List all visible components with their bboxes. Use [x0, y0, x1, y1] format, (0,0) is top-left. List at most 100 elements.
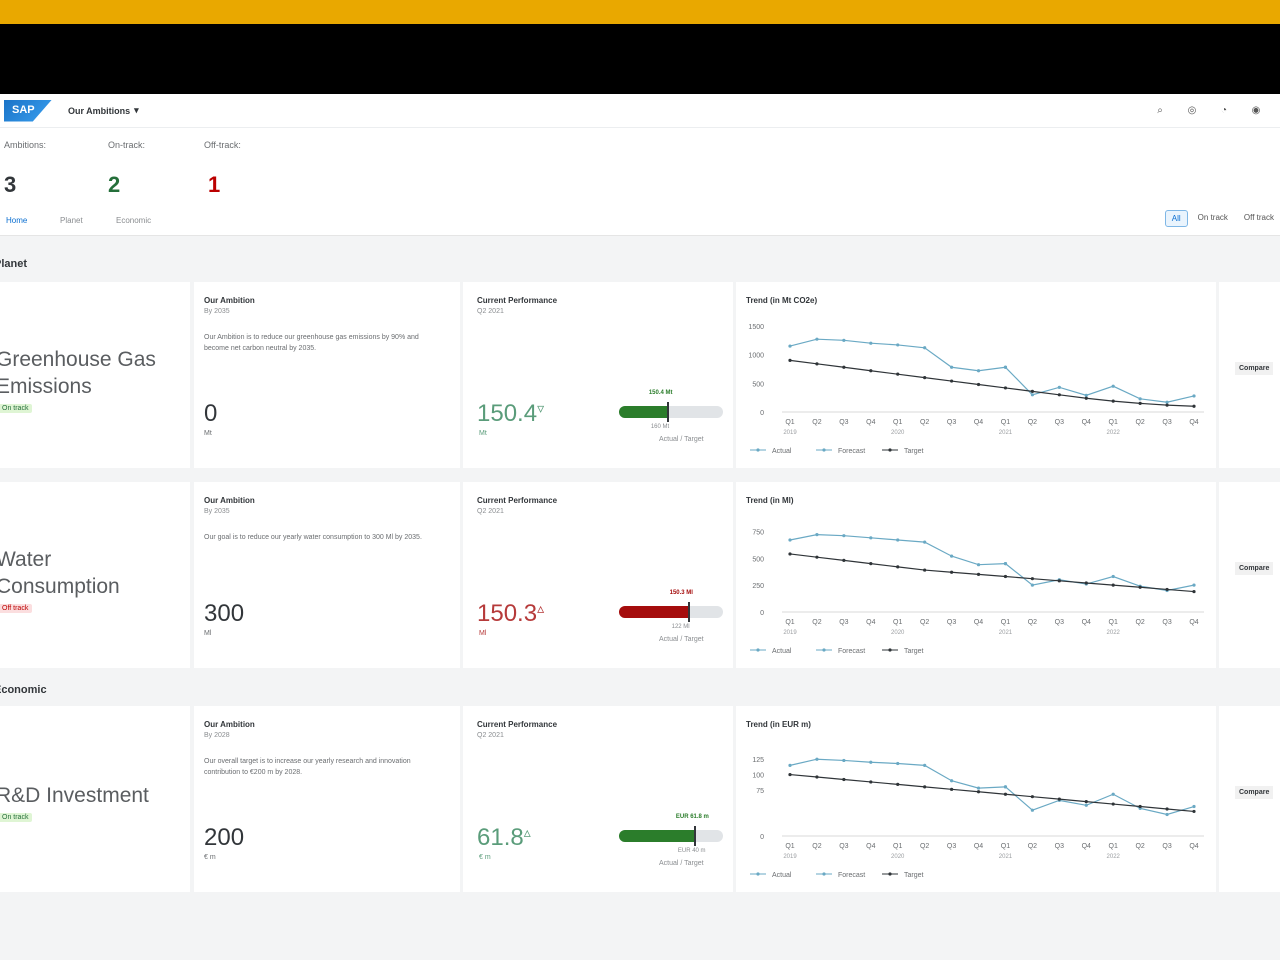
- data-point-target: [1111, 583, 1115, 587]
- data-point-target: [976, 382, 981, 387]
- ambition-value: 0: [204, 400, 218, 427]
- performance-value-block: 150.3▵: [477, 600, 544, 628]
- performance-card: Current Performance Q2 2021 61.8▵ € m EU…: [463, 706, 733, 892]
- data-point-target: [923, 785, 927, 789]
- ambition-name: Water: [0, 548, 52, 571]
- kpi-label: Off-track:: [204, 140, 241, 150]
- performance-period: Q2 2021: [477, 508, 504, 515]
- y-tick-label: 500: [752, 381, 764, 388]
- tab-economic[interactable]: Economic: [116, 216, 152, 225]
- x-tick-label: Q2: [1135, 419, 1144, 426]
- bullet-legend: Actual / Target: [659, 860, 704, 867]
- bell-icon[interactable]: ◔: [1220, 105, 1228, 116]
- performance-unit: Mt: [479, 430, 487, 437]
- data-point-actual: [976, 563, 981, 567]
- data-point-forecast: [1084, 393, 1088, 397]
- x-tick-label: Q4: [1082, 619, 1091, 626]
- x-tick-label: Q4: [1189, 619, 1198, 626]
- x-tick-label: Q1: [893, 843, 902, 850]
- x-tick-label: Q2: [812, 843, 821, 850]
- performance-value: 150.4: [477, 400, 538, 427]
- performance-card: Current Performance Q2 2021 150.4▿ Mt 15…: [463, 282, 733, 468]
- compare-card: Compare: [1219, 282, 1280, 468]
- tab-planet[interactable]: Planet: [60, 216, 83, 225]
- x-tick-label: Q3: [839, 419, 848, 426]
- x-tick-label: Q2: [1028, 843, 1037, 850]
- data-point-target: [1084, 396, 1088, 400]
- legend-marker: [888, 872, 892, 876]
- data-point-actual: [842, 534, 846, 538]
- data-point-forecast: [1003, 785, 1008, 789]
- x-tick-label: Q1: [1109, 843, 1118, 850]
- compare-button[interactable]: Compare: [1235, 786, 1274, 799]
- data-point-target: [1003, 574, 1008, 579]
- ambition-card-title: Our Ambition: [204, 496, 255, 505]
- data-point-forecast: [1192, 583, 1196, 587]
- ambition-name-card[interactable]: Water Consumption Off track: [0, 482, 190, 668]
- top-banner: [0, 0, 1280, 24]
- y-tick-label: 125: [752, 757, 764, 764]
- data-point-target: [815, 775, 819, 779]
- x-tick-label: Q3: [1162, 619, 1171, 626]
- x-tick-label: Q1: [1001, 619, 1010, 626]
- search-icon[interactable]: ⌕: [1157, 105, 1163, 116]
- x-tick-label: Q4: [1189, 843, 1198, 850]
- data-point-actual: [896, 538, 900, 542]
- x-tick-label: Q4: [974, 843, 983, 850]
- kpi-label: On-track:: [108, 140, 146, 150]
- trend-chart: 750 500 250 0 Q1 Q2 Q3 Q4 Q1 Q2 Q3 Q4 Q1 Q2 Q3 Q4 Q1 Q2 Q3…: [750, 529, 1204, 655]
- trend-chart: 1500 1000 500 0 Q1 Q2 Q3 Q4 Q1 Q2 Q3 Q4 Q1 Q2 Q3 Q4 Q1 Q2…: [748, 324, 1204, 455]
- data-point-target: [923, 568, 927, 572]
- trend-card: Trend (in Ml) 750 500 250 0 Q1 Q2 Q3 Q4 Q1 Q2 Q3 Q4…: [736, 482, 1216, 668]
- ambition-card: Our Ambition By 2035 Our goal is to redu…: [194, 482, 460, 668]
- bullet-actual-label: 150.4 Mt: [648, 390, 673, 396]
- bullet-target-label: 160 Mt: [650, 424, 670, 430]
- x-tick-label: Q2: [812, 419, 821, 426]
- filter-off-track[interactable]: Off track: [1243, 213, 1274, 222]
- ambition-description: Our goal is to reduce our yearly water c…: [204, 534, 422, 541]
- ambition-card-title: Our Ambition: [204, 720, 255, 729]
- data-point-target: [869, 562, 873, 566]
- filter-on-track[interactable]: On track: [1197, 213, 1228, 222]
- series-line-target: [789, 553, 1195, 593]
- user-icon[interactable]: ◉: [1251, 105, 1261, 116]
- legend-label: Actual: [772, 448, 792, 455]
- x-tick-label: Q3: [1055, 619, 1064, 626]
- x-tick-label: Q2: [1028, 419, 1037, 426]
- section-title-planet: Planet: [0, 258, 28, 270]
- ambition-name-card[interactable]: Greenhouse Gas Emissions On track: [0, 282, 190, 468]
- data-point-actual: [976, 369, 981, 373]
- data-point-target: [896, 372, 900, 376]
- app-title-menu[interactable]: Our Ambitions ▾: [68, 105, 139, 116]
- data-point-target: [1030, 389, 1034, 393]
- ambition-name-card[interactable]: R&D Investment On track: [0, 706, 190, 892]
- x-tick-label: Q3: [1055, 843, 1064, 850]
- tab-home[interactable]: Home: [6, 216, 28, 225]
- performance-unit: € m: [479, 854, 491, 861]
- data-point-target: [815, 362, 819, 366]
- data-point-target: [788, 358, 792, 362]
- year-label: 2020: [891, 430, 905, 436]
- data-point-target: [1165, 587, 1169, 592]
- ambition-card: Our Ambition By 2028 Our overall target …: [194, 706, 460, 892]
- compare-button[interactable]: Compare: [1235, 562, 1274, 575]
- bullet-chart: [619, 826, 723, 846]
- x-tick-label: Q4: [866, 619, 875, 626]
- y-tick-label: 500: [752, 556, 764, 563]
- legend-label: Target: [904, 648, 924, 655]
- bullet-target-label: 122 Ml: [671, 624, 690, 630]
- data-point-target: [896, 565, 900, 569]
- compare-button[interactable]: Compare: [1235, 362, 1274, 375]
- filter-all[interactable]: All: [1164, 210, 1188, 227]
- data-point-actual: [869, 760, 873, 764]
- year-label: 2019: [783, 430, 797, 436]
- x-tick-label: Q3: [947, 843, 956, 850]
- x-tick-label: Q3: [839, 843, 848, 850]
- x-tick-label: Q1: [893, 619, 902, 626]
- status-badge: On track: [0, 813, 33, 822]
- y-tick-label: 1500: [748, 324, 764, 331]
- trend-arrow-icon: ▵: [537, 600, 545, 616]
- data-point-target: [1030, 577, 1034, 581]
- sap-logo[interactable]: SAP: [4, 99, 52, 122]
- settings-icon[interactable]: ◎: [1187, 105, 1197, 116]
